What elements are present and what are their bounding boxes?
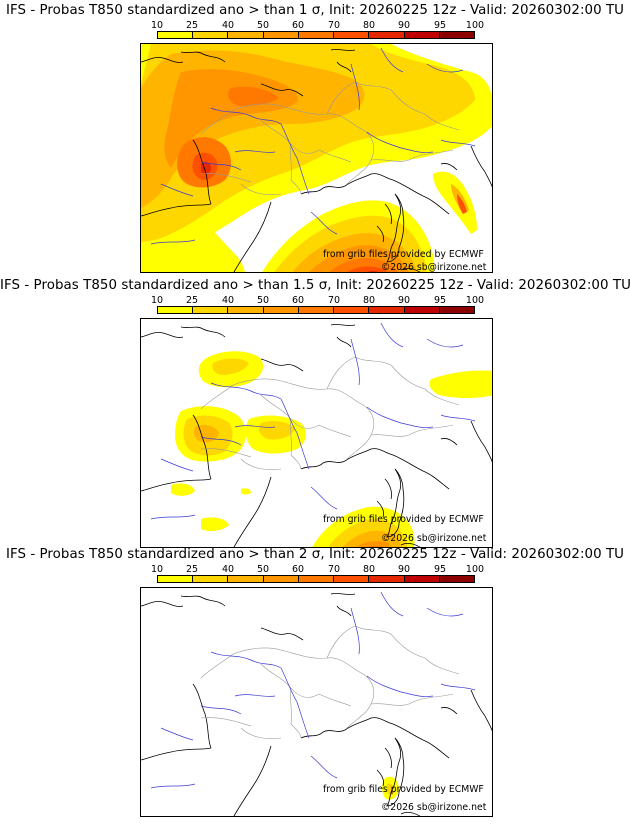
- colorbar-swatch: [334, 576, 370, 582]
- panel-title: IFS - Probas T850 standardized ano > tha…: [0, 278, 630, 293]
- colorbar-swatch: [158, 307, 194, 313]
- probability-map: from grib files provided by ECMWF ©2026 …: [140, 43, 493, 273]
- colorbar-tick: 80: [362, 20, 376, 31]
- colorbar-swatch: [263, 576, 299, 582]
- probability-panel-1-5sigma: IFS - Probas T850 standardized ano > tha…: [0, 278, 630, 548]
- colorbar-swatch: [228, 32, 264, 38]
- colorbar-swatch: [193, 576, 229, 582]
- colorbar-tick: 70: [327, 564, 341, 575]
- colorbar-swatch: [158, 576, 194, 582]
- colorbar-swatch: [439, 32, 474, 38]
- colorbar-swatch: [158, 32, 194, 38]
- colorbar-tick: 90: [397, 564, 411, 575]
- colorbar-tick: 25: [185, 295, 199, 306]
- colorbar-tick: 25: [185, 20, 199, 31]
- colorbar-tick: 95: [433, 564, 447, 575]
- map-canvas: [141, 322, 492, 547]
- source-credit: from grib files provided by ECMWF: [323, 784, 484, 795]
- colorbar-swatch: [228, 576, 264, 582]
- copyright-credit: ©2026 sb@irizone.net: [381, 533, 487, 544]
- colorbar-tick: 100: [465, 564, 485, 575]
- colorbar-tick: 10: [150, 564, 164, 575]
- colorbar-swatch: [263, 307, 299, 313]
- colorbar-swatch: [298, 307, 335, 313]
- colorbar-swatch: [439, 576, 474, 582]
- colorbar: [157, 31, 475, 39]
- colorbar-swatch: [228, 307, 264, 313]
- colorbar-tick: 100: [465, 295, 485, 306]
- colorbar-swatch: [369, 32, 405, 38]
- colorbar-tick: 10: [150, 295, 164, 306]
- source-credit: from grib files provided by ECMWF: [323, 249, 484, 260]
- colorbar-swatch: [369, 307, 405, 313]
- source-credit: from grib files provided by ECMWF: [323, 514, 484, 525]
- colorbar-tick: 40: [221, 295, 235, 306]
- colorbar-tick-labels: 10 25 40 50 60 70 80 90 95 100: [0, 21, 630, 31]
- panel-title: IFS - Probas T850 standardized ano > tha…: [5, 3, 625, 18]
- map-canvas: [141, 44, 492, 272]
- colorbar-tick: 50: [256, 20, 270, 31]
- colorbar-tick: 10: [150, 20, 164, 31]
- probability-map: from grib files provided by ECMWF ©2026 …: [140, 318, 493, 548]
- colorbar-swatch: [334, 307, 370, 313]
- colorbar-swatch: [334, 32, 370, 38]
- colorbar-swatch: [404, 307, 440, 313]
- colorbar-tick: 40: [221, 564, 235, 575]
- colorbar-tick: 80: [362, 295, 376, 306]
- colorbar-tick: 40: [221, 20, 235, 31]
- colorbar-swatch: [404, 32, 440, 38]
- colorbar-tick: 95: [433, 295, 447, 306]
- copyright-credit: ©2026 sb@irizone.net: [381, 802, 487, 813]
- colorbar-swatch: [193, 307, 229, 313]
- probability-shading: [141, 44, 492, 272]
- colorbar-tick: 60: [291, 20, 305, 31]
- copyright-credit: ©2026 sb@irizone.net: [381, 262, 487, 273]
- colorbar-swatch: [193, 32, 229, 38]
- colorbar-tick: 95: [433, 20, 447, 31]
- panel-title: IFS - Probas T850 standardized ano > tha…: [5, 547, 625, 562]
- colorbar-swatch: [298, 32, 335, 38]
- colorbar-tick: 70: [327, 20, 341, 31]
- colorbar-tick: 90: [397, 295, 411, 306]
- colorbar-swatch: [369, 576, 405, 582]
- colorbar-tick: 100: [465, 20, 485, 31]
- colorbar-tick: 50: [256, 295, 270, 306]
- colorbar-tick: 90: [397, 20, 411, 31]
- colorbar-swatch: [439, 307, 474, 313]
- colorbar: [157, 575, 475, 583]
- colorbar-tick: 25: [185, 564, 199, 575]
- probability-map: from grib files provided by ECMWF ©2026 …: [140, 587, 493, 817]
- colorbar-swatch: [298, 576, 335, 582]
- colorbar: [157, 306, 475, 314]
- map-canvas: [141, 591, 492, 816]
- colorbar-tick: 70: [327, 295, 341, 306]
- colorbar-tick: 60: [291, 564, 305, 575]
- colorbar-tick-labels: 10 25 40 50 60 70 80 90 95 100: [0, 565, 630, 575]
- colorbar-tick: 50: [256, 564, 270, 575]
- colorbar-swatch: [263, 32, 299, 38]
- colorbar-tick-labels: 10 25 40 50 60 70 80 90 95 100: [0, 296, 630, 306]
- probability-panel-1sigma: IFS - Probas T850 standardized ano > tha…: [0, 3, 630, 273]
- colorbar-tick: 60: [291, 295, 305, 306]
- colorbar-tick: 80: [362, 564, 376, 575]
- colorbar-swatch: [404, 576, 440, 582]
- probability-panel-2sigma: IFS - Probas T850 standardized ano > tha…: [0, 547, 630, 817]
